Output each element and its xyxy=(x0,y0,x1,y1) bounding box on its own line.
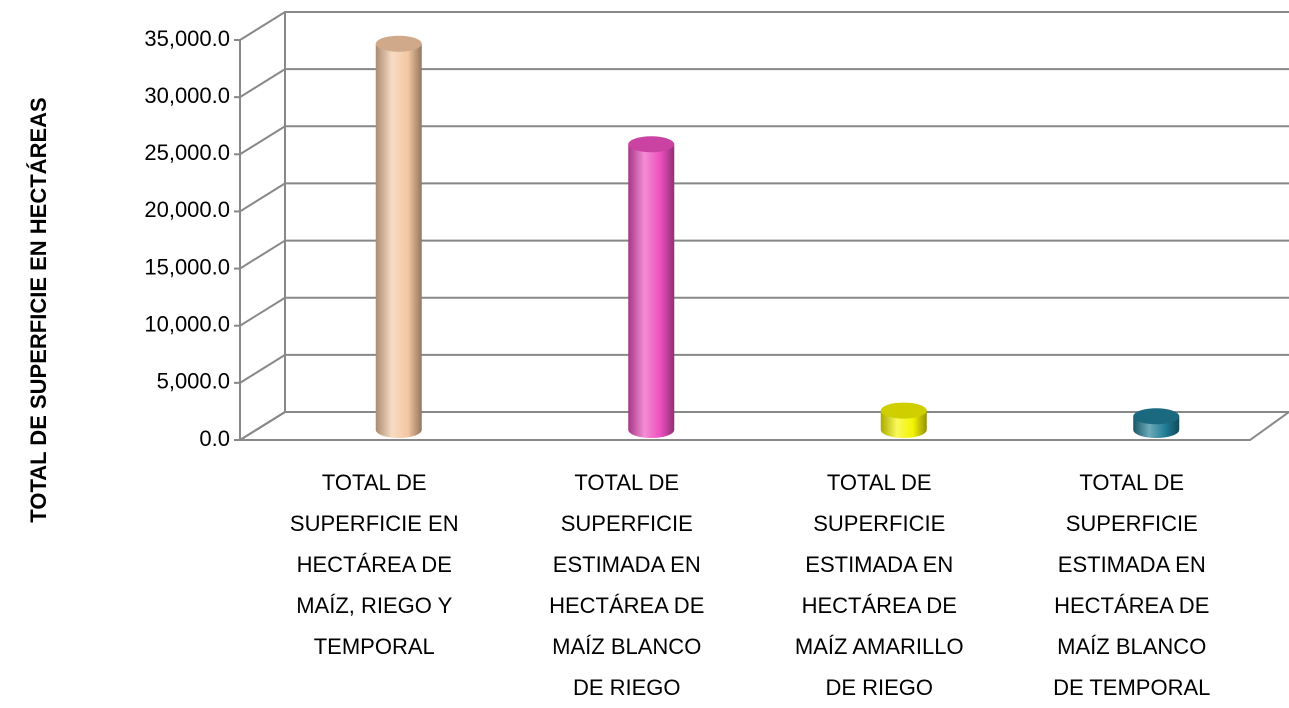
x-tick-label: TOTAL DE SUPERFICIE ESTIMADA EN HECTÁREA… xyxy=(1053,470,1211,700)
grid-line xyxy=(239,11,1289,41)
y-tick-label: 30,000.0 xyxy=(144,83,230,108)
bar-top xyxy=(628,136,675,153)
bar xyxy=(375,43,422,438)
grid-line xyxy=(239,182,1289,213)
grid-line xyxy=(239,296,1289,327)
grid-line xyxy=(239,411,1289,441)
x-tick-label: TOTAL DE SUPERFICIE ESTIMADA EN HECTÁREA… xyxy=(549,470,705,700)
y-tick-label: 15,000.0 xyxy=(144,254,230,279)
x-tick-label: TOTAL DE SUPERFICIE EN HECTÁREA DE MAÍZ,… xyxy=(289,470,459,659)
bar-top xyxy=(880,402,927,419)
grid-line xyxy=(239,68,1289,98)
grid-line xyxy=(239,125,1289,156)
y-tick-label: 35,000.0 xyxy=(144,26,230,51)
grid-line xyxy=(239,239,1289,270)
y-tick-label: 5,000.0 xyxy=(157,369,230,394)
y-tick-label: 10,000.0 xyxy=(144,312,230,337)
x-tick-label: TOTAL DE SUPERFICIE ESTIMADA EN HECTÁREA… xyxy=(794,470,964,700)
grid-line xyxy=(239,353,1289,384)
bar-top xyxy=(1133,408,1180,425)
bar xyxy=(628,144,675,439)
y-axis-title: TOTAL DE SUPERFICIE EN HECTÁREAS xyxy=(26,97,51,522)
y-tick-label: 20,000.0 xyxy=(144,197,230,222)
bar-top xyxy=(375,35,422,52)
y-tick-label: 25,000.0 xyxy=(144,140,230,165)
y-tick-label: 0.0 xyxy=(199,426,230,451)
